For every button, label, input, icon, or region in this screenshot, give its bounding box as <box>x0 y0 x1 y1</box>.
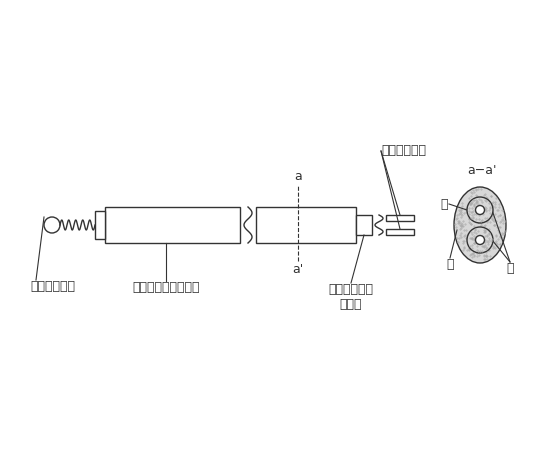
Bar <box>386 215 414 221</box>
Text: Ⓑ: Ⓑ <box>507 262 514 275</box>
Text: Ⓒ: Ⓒ <box>441 198 448 211</box>
Text: 外側ビニール被覆Ⓐ: 外側ビニール被覆Ⓐ <box>132 281 199 294</box>
Text: a': a' <box>292 263 303 276</box>
Text: Ⓐ: Ⓐ <box>446 258 454 271</box>
Text: 先端（溶接）: 先端（溶接） <box>30 280 75 293</box>
Circle shape <box>476 206 484 215</box>
Ellipse shape <box>454 187 506 263</box>
Bar <box>386 229 414 235</box>
Text: 熱電対素線Ⓒ: 熱電対素線Ⓒ <box>381 144 426 158</box>
Text: a: a <box>294 170 302 183</box>
Circle shape <box>476 235 484 244</box>
Text: a−a': a−a' <box>467 164 497 177</box>
Bar <box>356 215 372 235</box>
Bar <box>95 211 105 239</box>
Circle shape <box>467 227 493 253</box>
Text: 芯線ビニール
被覆Ⓑ: 芯線ビニール 被覆Ⓑ <box>328 283 374 311</box>
Bar <box>105 207 240 243</box>
Circle shape <box>467 197 493 223</box>
Bar <box>256 207 356 243</box>
